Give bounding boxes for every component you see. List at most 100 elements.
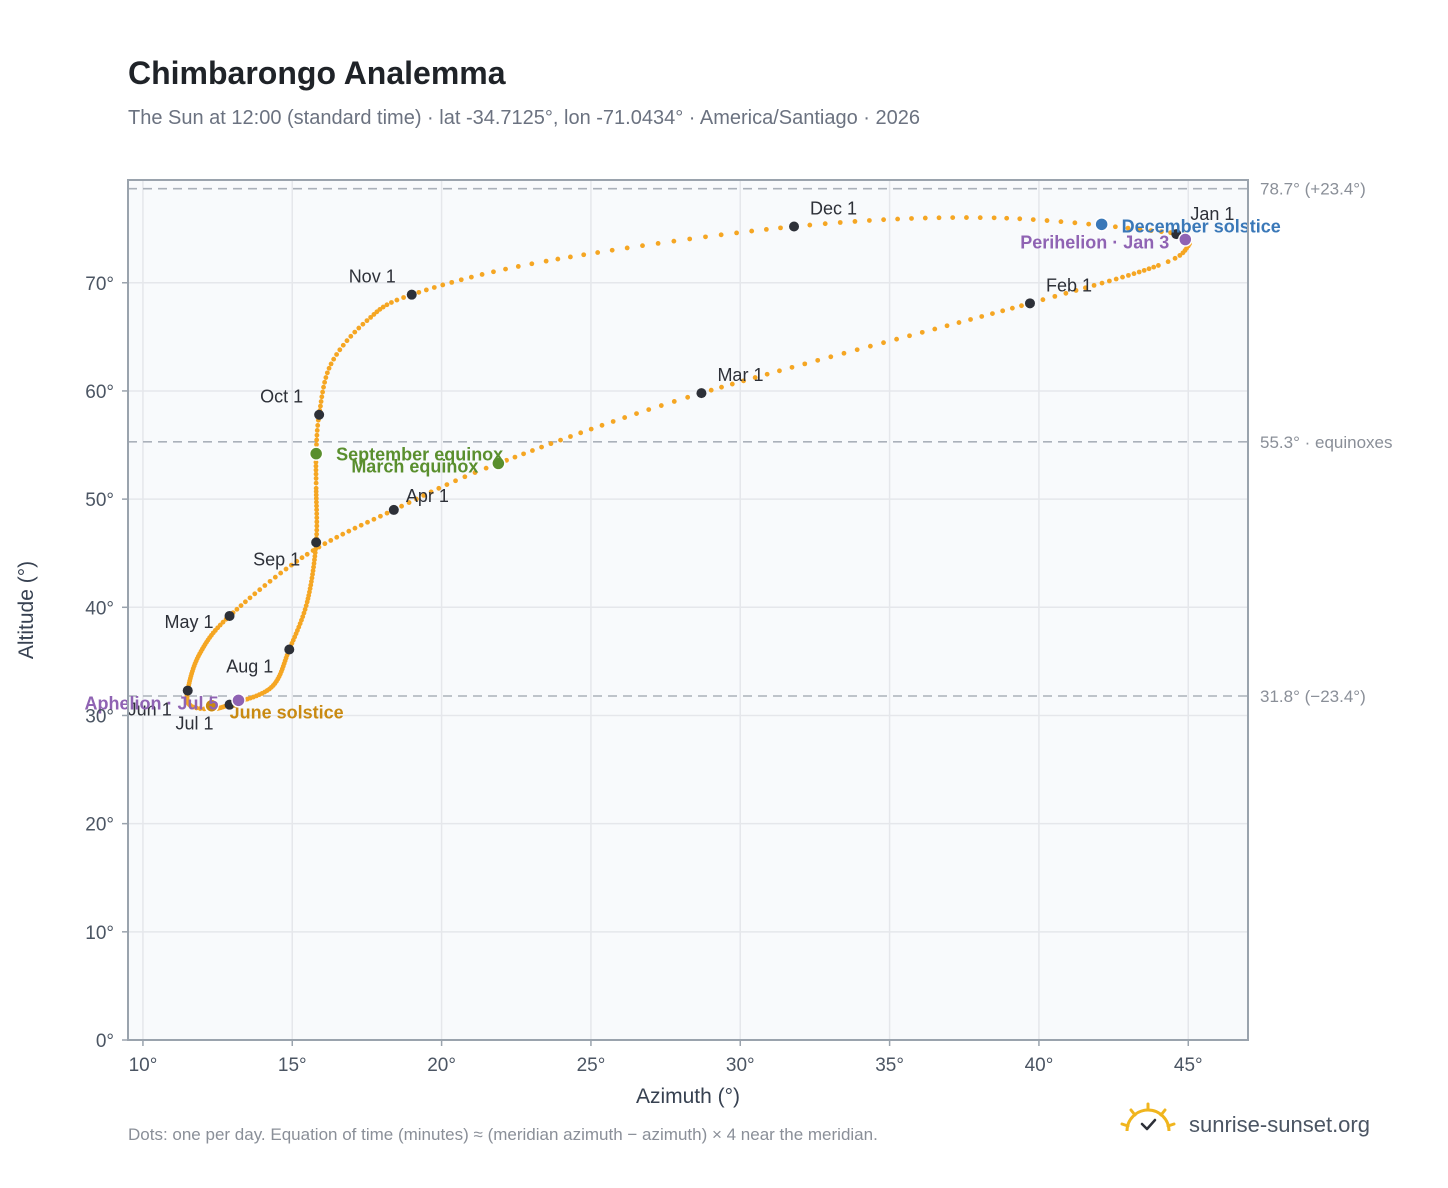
daily-sun-dot (815, 357, 821, 363)
daily-sun-dot (909, 216, 914, 221)
daily-sun-dot (365, 519, 370, 525)
month-marker (696, 388, 707, 399)
daily-sun-dot (314, 437, 320, 443)
y-axis-title: Altitude (°) (15, 561, 38, 659)
daily-sun-dot (936, 215, 942, 221)
daily-sun-dot (483, 465, 489, 471)
daily-sun-dot (468, 274, 474, 280)
daily-sun-dot (609, 247, 615, 253)
month-marker (284, 644, 295, 655)
daily-sun-dot (521, 451, 526, 457)
daily-sun-dot (440, 282, 446, 288)
daily-sun-dot (194, 705, 199, 711)
daily-sun-dot (764, 371, 770, 377)
daily-sun-dot (322, 541, 328, 547)
y-tick-label: 0° (96, 1031, 114, 1052)
daily-sun-dot (977, 215, 983, 221)
daily-sun-dot (313, 467, 319, 473)
daily-sun-dot (380, 304, 386, 310)
month-label: Sep 1 (253, 549, 300, 569)
daily-sun-dot (503, 266, 508, 272)
month-marker (406, 289, 417, 300)
daily-sun-dot (1148, 228, 1154, 233)
daily-sun-dot (399, 503, 404, 509)
daily-sun-dot (384, 510, 390, 516)
daily-sun-dot (867, 343, 873, 349)
daily-sun-dot (894, 336, 899, 342)
daily-sun-dot (671, 238, 677, 244)
daily-sun-dot (449, 279, 455, 285)
daily-sun-dot (346, 528, 352, 534)
month-label: Feb 1 (1046, 275, 1092, 295)
daily-sun-dot (334, 352, 339, 357)
daily-sun-dot (1063, 290, 1069, 296)
daily-sun-dot (337, 347, 343, 353)
daily-sun-dot (555, 256, 561, 262)
daily-sun-dot (588, 426, 594, 432)
daily-sun-dot (778, 225, 783, 231)
daily-sun-dot (313, 492, 319, 498)
daily-sun-dot (504, 457, 509, 463)
daily-sun-dot (252, 591, 258, 597)
daily-sun-dot (314, 527, 320, 533)
footnote: Dots: one per day. Equation of time (min… (128, 1125, 878, 1144)
daily-sun-dot (1113, 276, 1119, 282)
daily-sun-dot (1040, 297, 1046, 303)
plot-frame (127, 179, 1249, 1041)
daily-sun-dot (413, 496, 419, 502)
daily-sun-dot (278, 570, 284, 576)
daily-sun-dot (322, 379, 328, 385)
x-tick-label: 30° (726, 1055, 755, 1076)
daily-sun-dot (1172, 255, 1178, 261)
daily-sun-dot (272, 574, 278, 580)
grid (128, 180, 1248, 1041)
daily-sun-dot (348, 333, 354, 339)
month-label: Aug 1 (226, 656, 273, 676)
daily-sun-dot (852, 219, 858, 224)
y-axis-ticks: 0° 10° 20° 30° 40° 50° 60° 70° (85, 274, 128, 1052)
daily-sun-dot (1052, 293, 1058, 299)
daily-sun-dot (956, 320, 962, 325)
month-marker (388, 504, 399, 515)
daily-sun-dot (421, 493, 427, 498)
daily-sun-dot (1146, 266, 1152, 272)
month-label: Apr 1 (406, 486, 449, 506)
daily-sun-dot (301, 610, 307, 616)
daily-sun-dot (314, 523, 320, 529)
brand-logo[interactable]: sunrise-sunset.org (1120, 1102, 1370, 1137)
daily-sun-dot (309, 575, 315, 581)
daily-sun-dot (567, 254, 573, 260)
daily-sun-dot (314, 515, 320, 521)
daily-sun-dot (1151, 264, 1157, 270)
event-label: Aphelion · Jul 5 (84, 693, 218, 713)
daily-sun-dot (334, 534, 340, 540)
y-tick-label: 60° (85, 382, 114, 403)
month-marker (182, 685, 193, 696)
y-tick-label: 30° (85, 706, 114, 727)
daily-sun-dot (283, 566, 289, 572)
daily-sun-dot (658, 403, 664, 408)
daily-sun-dot (314, 511, 320, 517)
daily-sun-dot (1126, 272, 1131, 278)
daily-sun-dot (881, 217, 887, 223)
daily-sun-dot (428, 489, 434, 495)
daily-sun-dot (340, 531, 346, 537)
daily-sun-dot (303, 603, 309, 609)
daily-sun-dot (313, 480, 319, 486)
month-label: Jan 1 (1190, 204, 1234, 224)
daily-sun-dot (968, 317, 973, 322)
daily-sun-dot (436, 485, 442, 491)
x-tick-label: 35° (875, 1055, 904, 1076)
daily-sun-dot (310, 571, 315, 577)
x-tick-label: 40° (1025, 1055, 1054, 1076)
daily-sun-dot (479, 272, 485, 277)
daily-sun-dot (1019, 303, 1024, 309)
reference-line-label: 55.3° · equinoxes (1260, 433, 1393, 452)
x-axis-ticks: 10° 15° 20° 25° 30° 35° 40° 45° (129, 1040, 1203, 1076)
daily-sun-dot (922, 215, 928, 221)
daily-sun-dot (313, 546, 318, 552)
daily-sun-dot (990, 311, 995, 316)
daily-sun-dot (622, 415, 628, 420)
daily-sun-dot (1125, 225, 1131, 231)
